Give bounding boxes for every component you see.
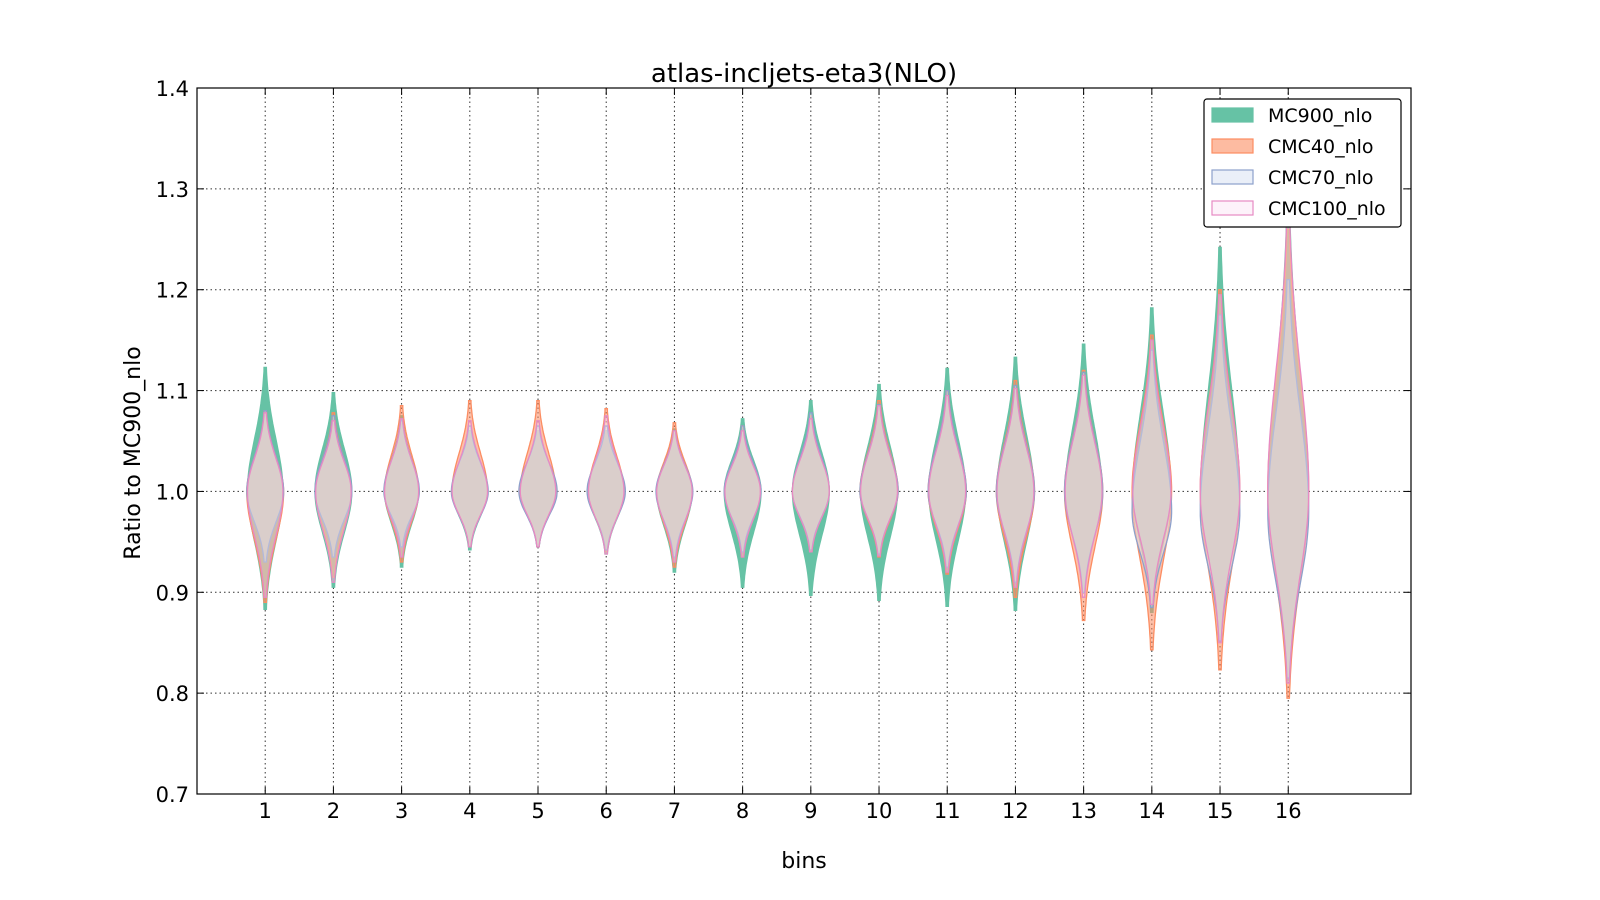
grid-layer: [197, 87, 1411, 795]
y-tick-label: 0.7: [156, 783, 189, 807]
violin-CMC70_nlo-bin-15: [1199, 314, 1241, 642]
legend-label: MC900_nlo: [1268, 105, 1372, 127]
series-CMC70_nlo: [246, 278, 1310, 679]
legend-frame: [1203, 98, 1402, 228]
y-tick-label: 0.9: [156, 581, 189, 605]
violin-CMC70_nlo-bin-16: [1267, 278, 1310, 679]
series-CMC100_nlo: [246, 208, 1310, 684]
x-tick-label: 7: [668, 799, 681, 823]
violin-CMC100_nlo-bin-1: [246, 412, 284, 598]
violin-CMC100_nlo-bin-12: [996, 387, 1035, 588]
y-tick-label: 1.1: [156, 380, 189, 404]
x-tick-label: 4: [463, 799, 476, 823]
violin-CMC100_nlo-bin-5: [519, 420, 557, 548]
legend-label: CMC70_nlo: [1268, 167, 1374, 189]
x-tick-label: 13: [1070, 799, 1097, 823]
y-tick-label: 1.4: [156, 77, 189, 101]
violin-CMC70_nlo-bin-2: [314, 415, 353, 558]
x-tick-label: 9: [804, 799, 817, 823]
legend: MC900_nlo CMC40_nlo CMC70_nlo CMC100_nlo: [1203, 98, 1402, 228]
y-tick-label: 1.0: [156, 480, 189, 504]
x-tick-label: 12: [1002, 799, 1029, 823]
violin-CMC100_nlo-bin-11: [928, 394, 967, 573]
violin-CMC100_nlo-bin-6: [587, 415, 625, 555]
violin-CMC100_nlo-bin-4: [451, 420, 489, 548]
legend-label: CMC40_nlo: [1268, 136, 1374, 158]
violin-CMC70_nlo-bin-1: [246, 410, 285, 563]
x-tick-label: 14: [1138, 799, 1165, 823]
violin-CMC100_nlo-bin-14: [1132, 339, 1172, 606]
violin-CMC100_nlo-bin-10: [859, 405, 899, 557]
legend-swatch: [1211, 107, 1254, 123]
x-tick-label: 11: [934, 799, 961, 823]
plot-frame: [196, 87, 1412, 795]
legend-swatch: [1211, 138, 1254, 154]
y-tick-label: 0.8: [156, 682, 189, 706]
violin-CMC100_nlo-bin-8: [724, 430, 761, 558]
x-tick-label: 15: [1207, 799, 1234, 823]
y-tick-label: 1.2: [156, 279, 189, 303]
x-tick-label: 2: [327, 799, 340, 823]
violin-CMC100_nlo-bin-2: [315, 420, 352, 583]
y-axis-label: Ratio to MC900_nlo: [121, 346, 146, 559]
chart-title: atlas-incljets-eta3(NLO): [651, 59, 957, 89]
x-tick-label: 8: [736, 799, 749, 823]
y-tick-label: 1.3: [156, 178, 189, 202]
x-tick-label: 6: [600, 799, 613, 823]
x-tick-label: 16: [1275, 799, 1302, 823]
x-tick-label: 1: [259, 799, 272, 823]
violin-layer: [246, 198, 1310, 699]
x-tick-label: 3: [395, 799, 408, 823]
legend-swatch: [1211, 200, 1254, 216]
x-axis-label: bins: [781, 849, 826, 874]
tick-layer: 0.70.80.91.01.11.21.31.41 2 3 4 5 6 7 8 9 10 11 12 1…: [156, 77, 1411, 823]
violin-CMC100_nlo-bin-3: [383, 418, 420, 558]
violin-CMC100_nlo-bin-9: [791, 418, 830, 553]
legend-label: CMC100_nlo: [1268, 198, 1386, 220]
legend-swatch: [1211, 169, 1254, 185]
x-tick-label: 5: [531, 799, 544, 823]
violin-CMC100_nlo-bin-15: [1199, 294, 1241, 644]
violin-CMC100_nlo-bin-13: [1064, 374, 1103, 598]
x-tick-label: 10: [866, 799, 893, 823]
violin-CMC100_nlo-bin-7: [656, 430, 693, 563]
violin-CMC40_nlo-bin-12: [995, 379, 1036, 598]
